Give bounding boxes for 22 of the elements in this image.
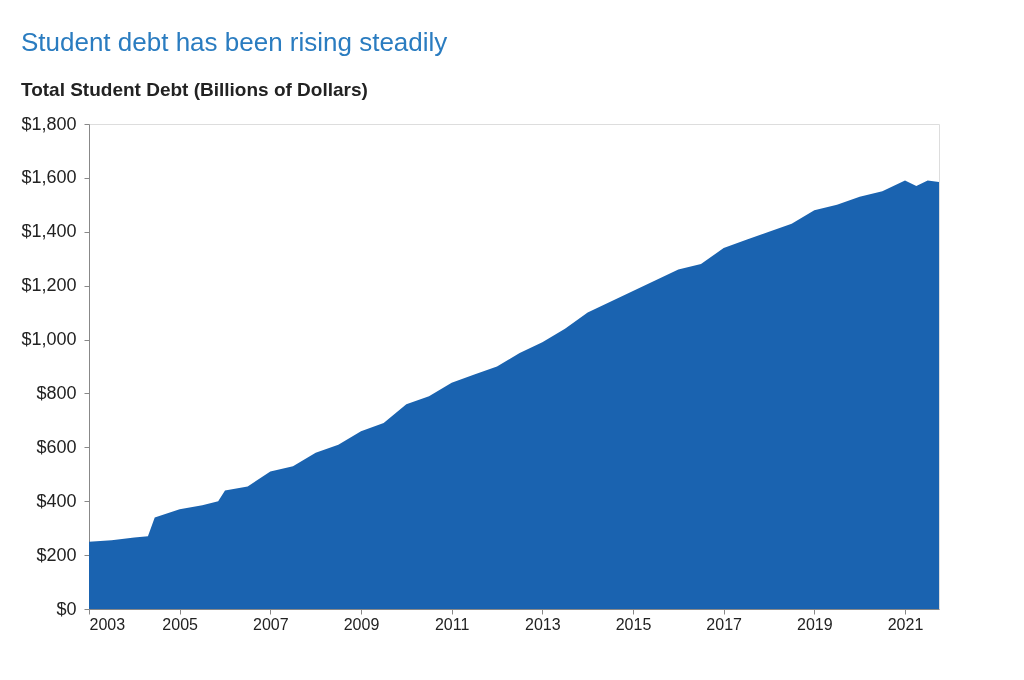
y-tick-label: $800 <box>36 382 77 403</box>
y-tick-label: $1,200 <box>21 275 77 296</box>
chart-title: Student debt has been rising steadily <box>20 27 448 57</box>
x-tick-label: 2015 <box>615 615 652 633</box>
y-tick-label: $1,400 <box>21 221 77 242</box>
x-tick-label: 2005 <box>162 615 199 633</box>
y-tick-label: $1,600 <box>21 167 77 188</box>
x-tick-label: 2011 <box>434 615 470 633</box>
y-tick-label: $200 <box>36 544 77 565</box>
y-tick-label: $400 <box>36 490 77 511</box>
chart-subtitle: Total Student Debt (Billions of Dollars) <box>20 79 368 100</box>
y-tick-label: $1,000 <box>21 329 77 350</box>
x-tick-label: 2019 <box>797 615 833 633</box>
y-tick-label: $1,800 <box>21 113 77 134</box>
x-tick-label: 2021 <box>887 615 924 633</box>
y-tick-label: $0 <box>56 598 77 619</box>
x-tick-label: 2017 <box>706 615 743 633</box>
x-tick-label: 2003 <box>89 615 126 633</box>
x-tick-label: 2007 <box>253 615 289 633</box>
y-tick-label: $600 <box>36 436 77 457</box>
x-tick-label: 2009 <box>343 615 380 633</box>
x-tick-label: 2013 <box>525 615 561 633</box>
